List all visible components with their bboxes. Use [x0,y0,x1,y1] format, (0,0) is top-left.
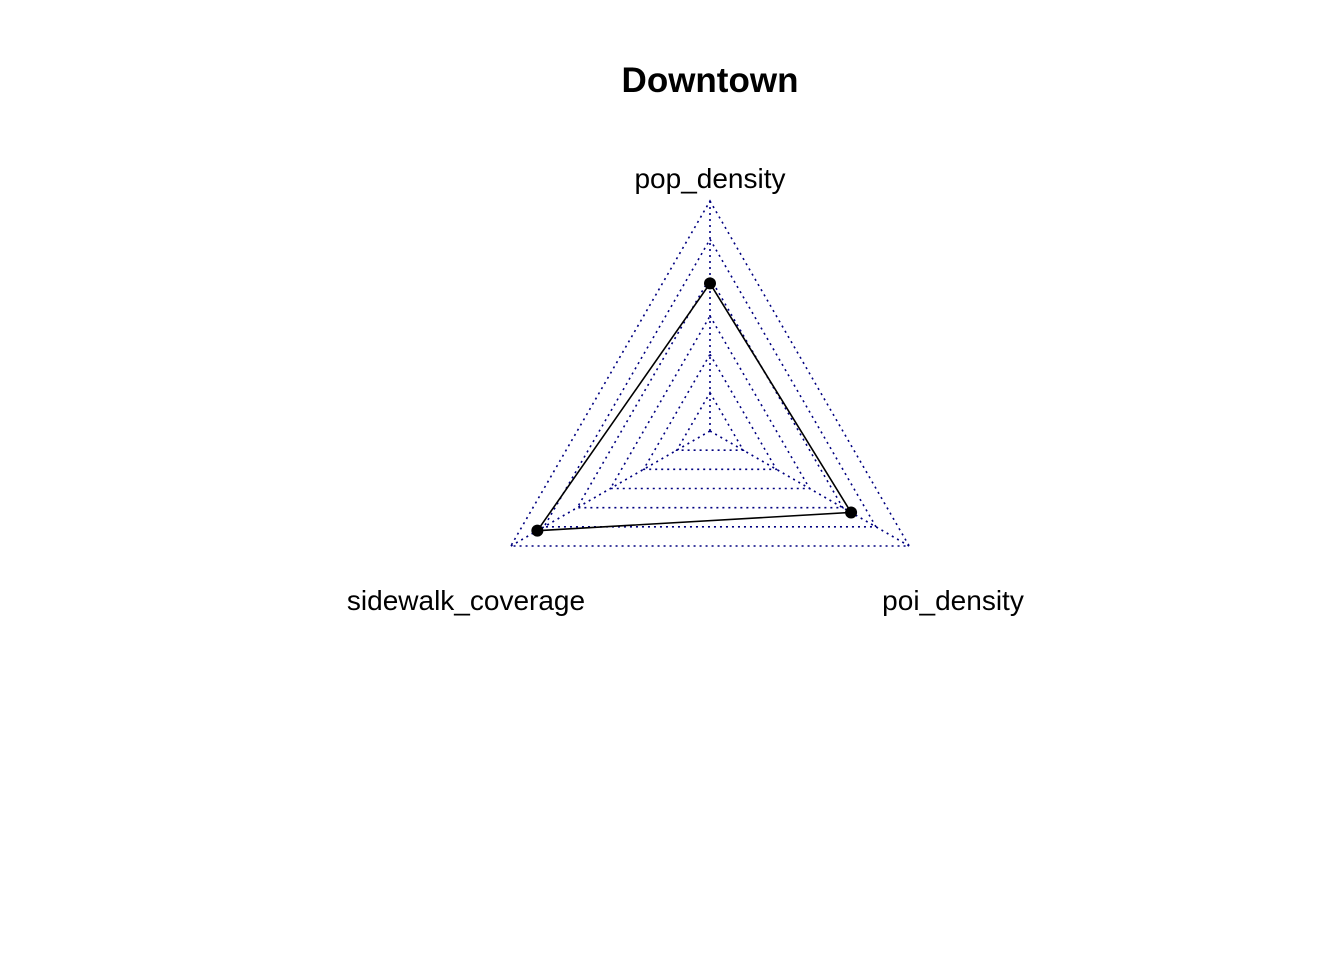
grid-ring-1 [675,391,745,451]
grid-ring-2 [642,352,778,471]
data-point-pop_density [704,277,716,290]
series-line-0 [535,281,853,532]
axis-label-pop-density: pop_density [634,163,785,194]
chart-title: Downtown [622,61,799,100]
axis-labels: pop_density poi_density sidewalk_coverag… [347,163,1024,616]
radar-grid [509,199,911,547]
axis-label-sidewalk-coverage: sidewalk_coverage [347,585,585,616]
data-point-poi_density [845,506,858,519]
grid-ring-3 [609,314,811,490]
axis-spoke-sidewalk_coverage [510,430,711,547]
grid-ring-5 [542,237,878,528]
axis-label-poi-density: poi_density [882,585,1024,616]
radar-series [531,277,858,537]
radar-spokes [510,201,910,547]
axis-spoke-poi_density [709,430,910,547]
data-point-sidewalk_coverage [531,524,544,537]
grid-ring-6 [509,199,911,547]
